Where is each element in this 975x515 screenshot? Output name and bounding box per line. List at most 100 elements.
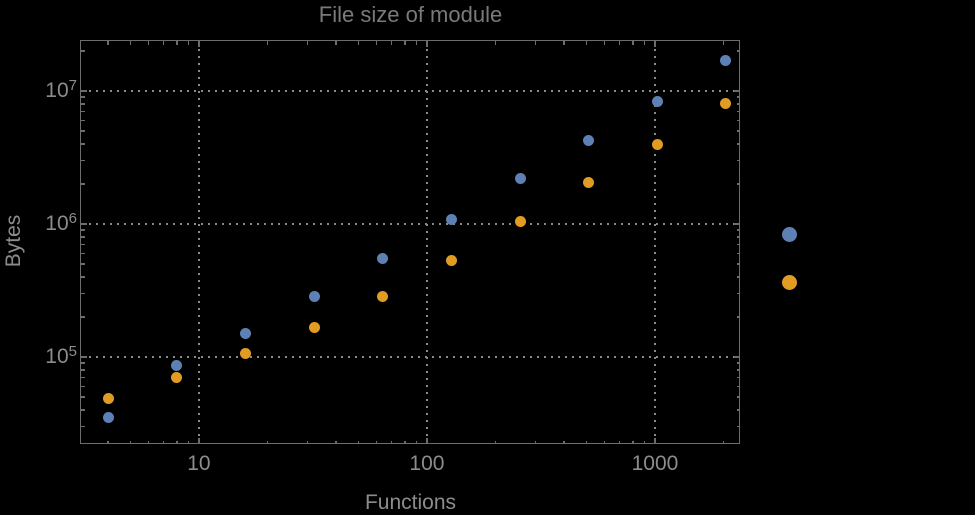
- tick-x: [618, 41, 621, 45]
- tick-x: [357, 41, 360, 45]
- tick-y: [736, 385, 740, 388]
- tick-x: [176, 41, 178, 45]
- tick-x: [390, 41, 393, 45]
- tick-x: [129, 440, 132, 444]
- tick-x: [603, 440, 606, 444]
- tick-y: [734, 90, 740, 92]
- tick-x: [415, 41, 418, 45]
- tick-x: [306, 41, 309, 45]
- tick-y: [736, 276, 740, 278]
- tick-y: [736, 263, 740, 265]
- tick-x: [162, 440, 165, 444]
- point-series-2-orange-x64: [377, 291, 389, 303]
- tick-y: [736, 409, 740, 411]
- point-series-2-orange-x8: [171, 372, 183, 384]
- tick-x: [375, 41, 378, 45]
- plot-frame: [80, 40, 740, 444]
- tick-x: [147, 440, 150, 444]
- tick-x: [198, 41, 200, 47]
- tick-y: [81, 103, 85, 105]
- tick-y: [81, 119, 85, 122]
- tick-y: [736, 425, 740, 428]
- tick-y: [81, 110, 85, 113]
- gridline-vertical: [197, 42, 200, 443]
- tick-x: [187, 440, 190, 444]
- tick-x: [654, 41, 656, 47]
- tick-x: [375, 440, 378, 444]
- tick-x: [585, 41, 588, 45]
- tick-y: [81, 362, 85, 364]
- gridline-horizontal: [82, 89, 739, 92]
- point-series-2-orange-x1024: [651, 138, 663, 150]
- tick-x: [643, 41, 646, 45]
- y-tick-label: 105: [45, 343, 77, 369]
- tick-x: [632, 440, 634, 444]
- x-tick-label: 10: [187, 452, 211, 475]
- tick-x: [176, 440, 178, 444]
- tick-y: [81, 356, 87, 358]
- tick-y: [81, 425, 85, 428]
- tick-x: [129, 41, 132, 45]
- tick-y: [736, 236, 740, 238]
- tick-y: [81, 252, 85, 255]
- y-tick-label: 106: [45, 210, 77, 236]
- tick-x: [404, 440, 406, 444]
- tick-y: [736, 103, 740, 105]
- y-axis-title: Bytes: [2, 214, 25, 268]
- tick-x: [266, 41, 269, 45]
- tick-x: [585, 440, 588, 444]
- tick-x: [390, 440, 393, 444]
- tick-x: [162, 41, 165, 45]
- tick-y: [81, 223, 87, 225]
- point-series-1-blue-x2048: [720, 55, 732, 67]
- tick-x: [654, 438, 656, 444]
- point-series-1-blue-x16: [239, 327, 251, 339]
- x-tick-label: 1000: [631, 452, 679, 475]
- tick-y: [734, 223, 740, 225]
- point-series-1-blue-x256: [514, 173, 526, 185]
- tick-y: [81, 50, 85, 52]
- tick-y: [81, 385, 85, 388]
- tick-y: [736, 376, 740, 379]
- point-series-1-blue-x4: [102, 412, 114, 424]
- tick-x: [426, 41, 428, 47]
- point-series-1-blue-x512: [583, 134, 595, 146]
- point-series-1-blue-x64: [377, 253, 389, 265]
- tick-y: [81, 316, 85, 318]
- point-series-1-blue-x8: [171, 360, 183, 372]
- point-series-2-orange-x128: [445, 255, 457, 267]
- tick-y: [81, 292, 85, 295]
- tick-y: [736, 243, 740, 246]
- y-tick-label: 107: [45, 77, 77, 103]
- tick-x: [722, 41, 725, 45]
- tick-x: [494, 440, 497, 444]
- tick-x: [187, 41, 190, 45]
- tick-y: [81, 369, 85, 371]
- tick-x: [357, 440, 360, 444]
- tick-y: [736, 316, 740, 318]
- point-series-2-orange-x512: [583, 177, 595, 189]
- gridline-horizontal: [82, 223, 739, 226]
- tick-x: [563, 440, 565, 444]
- tick-y: [736, 369, 740, 371]
- tick-y: [81, 396, 85, 398]
- tick-x: [494, 41, 497, 45]
- tick-y: [81, 130, 85, 132]
- point-series-2-orange-x4: [102, 392, 114, 404]
- tick-x: [632, 41, 634, 45]
- x-axis-title: Functions: [364, 491, 457, 514]
- tick-x: [643, 440, 646, 444]
- tick-y: [81, 243, 85, 246]
- point-series-2-orange-x32: [308, 322, 320, 334]
- tick-y: [81, 229, 85, 231]
- tick-y: [736, 252, 740, 255]
- tick-x: [426, 438, 428, 444]
- point-series-2-orange-x2048: [720, 97, 732, 109]
- tick-y: [736, 96, 740, 98]
- tick-x: [618, 440, 621, 444]
- tick-y: [736, 183, 740, 185]
- point-series-2-orange-x256: [514, 216, 526, 228]
- tick-x: [563, 41, 565, 45]
